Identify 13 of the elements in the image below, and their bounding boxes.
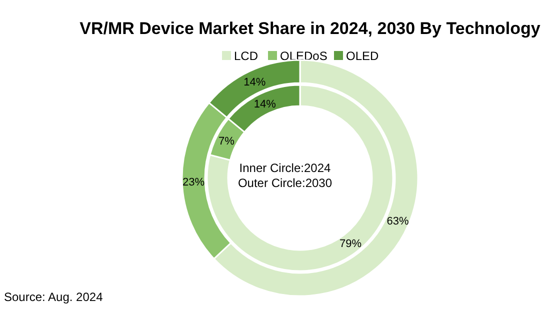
data-label: 7% bbox=[218, 136, 235, 148]
data-label: 23% bbox=[182, 176, 205, 188]
text: Outer Circle:2030 bbox=[238, 176, 332, 190]
legend-label: OLEDoS bbox=[280, 49, 328, 63]
legend-label: OLED bbox=[346, 49, 380, 63]
data-label: 79% bbox=[340, 238, 362, 250]
data-label: 14% bbox=[244, 76, 266, 89]
text: Inner Circle:2024 bbox=[239, 161, 332, 175]
chart-title: VR/MR Device Market Share in 2024, 2030 By Technology bbox=[80, 19, 541, 38]
source-note: Source: Aug. 2024 bbox=[4, 290, 104, 304]
data-label: 14% bbox=[254, 98, 276, 110]
data-label: 63% bbox=[386, 215, 409, 228]
legend-label: LCD bbox=[234, 49, 258, 63]
